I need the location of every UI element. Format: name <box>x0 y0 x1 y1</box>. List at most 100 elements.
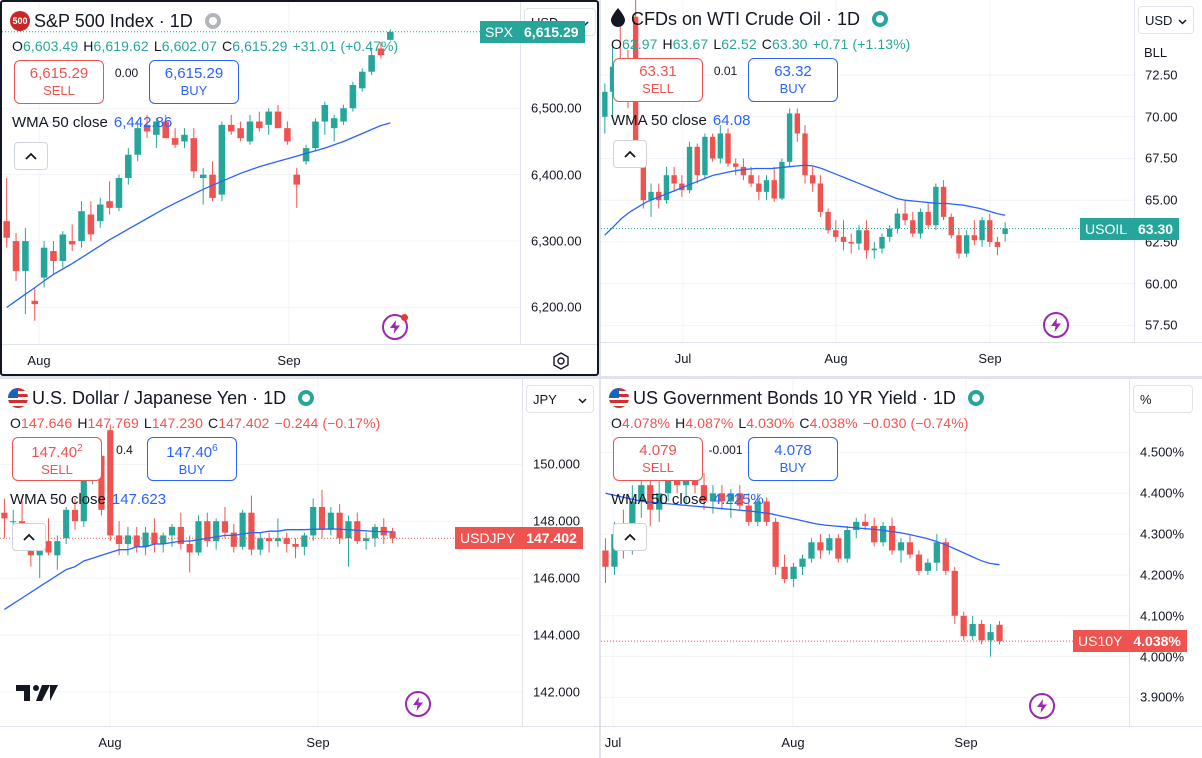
candle <box>221 506 229 539</box>
chart-legend-title[interactable]: CFDs on WTI Crude Oil · 1D <box>609 6 889 32</box>
ohlc-c: 147.402 <box>218 415 270 431</box>
price-axis[interactable]: 6,500.00 6,400.00 6,300.00 6,200.00 <box>520 2 597 344</box>
ohlc-key: O <box>12 38 23 54</box>
currency-selector[interactable]: USD <box>1138 6 1194 34</box>
candle <box>143 114 151 139</box>
candle <box>969 615 976 641</box>
indicator-value: 147.623 <box>111 491 167 508</box>
ohlc-o: 147.646 <box>21 415 73 431</box>
price-plot[interactable] <box>601 379 1129 726</box>
buy-button[interactable]: 6,615.29 BUY <box>149 60 239 104</box>
price-axis-label: 146.000 <box>533 570 580 586</box>
us-flag-icon <box>8 388 28 408</box>
candle <box>994 236 1001 256</box>
chevron-up-icon <box>624 533 636 541</box>
candle <box>781 554 788 584</box>
lightning-icon[interactable] <box>382 314 408 340</box>
indicator-legend[interactable]: WMA 50 close 4.225% <box>611 491 764 508</box>
ohlc-key: O <box>10 415 21 431</box>
currency-selector[interactable]: % <box>1133 385 1193 413</box>
settings-icon[interactable] <box>552 352 570 370</box>
chart-legend-title[interactable]: US Government Bonds 10 YR Yield · 1D <box>609 385 984 411</box>
chart-legend-title[interactable]: U.S. Dollar / Japanese Yen · 1D <box>8 385 315 411</box>
sell-price: 4.079 <box>639 442 677 459</box>
price-plot[interactable] <box>0 379 522 726</box>
candle <box>963 230 970 257</box>
time-axis-label: Sep <box>978 351 1002 366</box>
price-axis[interactable]: 150.000 148.000 146.000 144.000 142.000 <box>522 379 599 726</box>
unit-selector[interactable]: BLL <box>1138 38 1194 66</box>
ohlc-change: +0.71 (+1.13%) <box>812 36 911 52</box>
pane-divider-horizontal[interactable] <box>0 376 1202 379</box>
buy-label: BUY <box>180 83 208 98</box>
candle <box>195 515 202 556</box>
lightning-icon[interactable] <box>1043 312 1069 338</box>
time-axis[interactable]: Aug Sep <box>0 726 599 758</box>
candle <box>802 125 808 184</box>
sell-price: 147.402 <box>31 443 83 461</box>
chevron-up-icon <box>25 152 37 160</box>
last-price-value: 63.30 <box>1132 217 1180 240</box>
ohlc-key: H <box>675 415 686 431</box>
sell-button[interactable]: 147.402 SELL <box>12 437 102 481</box>
candle <box>321 101 329 135</box>
indicator-legend[interactable]: WMA 50 close 147.623 <box>10 491 166 508</box>
chart-pane-usoil[interactable]: 72.50 70.00 67.50 65.00 62.50 60.00 57.50 Jul Au… <box>601 0 1202 376</box>
buy-button[interactable]: 4.078 BUY <box>748 437 838 481</box>
collapse-legend-button[interactable] <box>12 523 46 551</box>
ohlc-change: −0.030 (−0.74%) <box>862 415 969 431</box>
candle <box>68 224 76 252</box>
market-status-icon[interactable] <box>872 11 889 27</box>
chart-pane-us10y[interactable]: 4.500% 4.400% 4.300% 4.200% 4.100% 4.000% 3.90… <box>601 379 1202 758</box>
time-axis[interactable]: Aug Sep <box>2 344 597 374</box>
chevron-down-icon <box>1178 13 1187 28</box>
tradingview-logo <box>16 679 58 710</box>
lightning-icon[interactable] <box>405 691 431 717</box>
sell-price-pip: 2 <box>77 443 83 454</box>
chart-legend-title[interactable]: 500 S&P 500 Index · 1D <box>10 8 221 34</box>
collapse-legend-button[interactable] <box>613 523 647 551</box>
price-axis-label: 150.000 <box>533 456 580 472</box>
candle <box>153 118 160 149</box>
market-status-icon[interactable] <box>204 13 221 29</box>
time-axis-label: Aug <box>781 735 805 750</box>
market-status-icon[interactable] <box>967 390 984 406</box>
indicator-value: 64.08 <box>712 112 751 129</box>
pane-divider-vertical[interactable] <box>599 0 601 758</box>
sell-button[interactable]: 6,615.29 SELL <box>14 60 104 104</box>
indicator-legend[interactable]: WMA 50 close 64.08 <box>611 112 750 129</box>
sell-button[interactable]: 63.31 SELL <box>613 58 703 102</box>
candle <box>709 133 716 162</box>
currency-selector[interactable]: JPY <box>526 385 594 413</box>
indicator-legend[interactable]: WMA 50 close 6,442.86 <box>12 114 172 131</box>
chart-pane-usdjpy[interactable]: 150.000 148.000 146.000 144.000 142.000 Aug Se… <box>0 379 599 758</box>
candle <box>772 517 779 575</box>
time-axis[interactable]: Jul Aug Sep <box>601 726 1202 758</box>
candle <box>318 489 326 539</box>
time-axis-label: Jul <box>674 351 692 366</box>
lightning-icon[interactable] <box>1029 693 1055 719</box>
candle <box>204 512 211 547</box>
indicator-value: 4.225% <box>712 491 764 508</box>
price-axis[interactable]: 4.500% 4.400% 4.300% 4.200% 4.100% 4.000% 3.90… <box>1129 379 1202 726</box>
time-axis[interactable]: Jul Aug Sep <box>601 342 1202 376</box>
price-plot[interactable] <box>2 2 520 344</box>
candle <box>1002 222 1008 242</box>
unit-value: BLL <box>1144 44 1168 60</box>
candle <box>817 175 824 217</box>
sell-button[interactable]: 4.079 SELL <box>613 437 703 481</box>
price-axis-label: 67.50 <box>1145 150 1178 166</box>
sell-label: SELL <box>642 460 674 475</box>
collapse-legend-button[interactable] <box>613 140 647 168</box>
chart-pane-spx[interactable]: 6,500.00 6,400.00 6,300.00 6,200.00 Aug Sep 50… <box>0 0 599 376</box>
market-status-icon[interactable] <box>298 390 315 406</box>
candle <box>274 104 282 129</box>
buy-button[interactable]: 63.32 BUY <box>748 58 838 102</box>
ohlc-values: O6,603.49 H6,619.62 L6,602.07 C6,615.29 +31.… <box>12 38 398 54</box>
candle <box>915 550 923 575</box>
candle <box>727 489 734 518</box>
ohlc-c: 6,615.29 <box>232 38 288 54</box>
candle <box>115 174 123 212</box>
buy-button[interactable]: 147.406 BUY <box>147 437 237 481</box>
collapse-legend-button[interactable] <box>14 142 48 170</box>
